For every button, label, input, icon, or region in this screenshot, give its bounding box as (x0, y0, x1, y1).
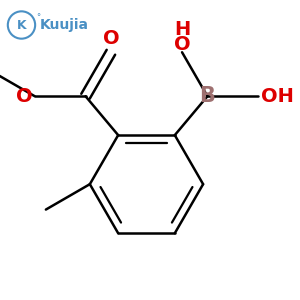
Text: OH: OH (261, 87, 294, 106)
Text: O: O (16, 87, 33, 106)
Text: K: K (17, 19, 26, 32)
Text: O: O (174, 35, 190, 54)
Text: B: B (200, 86, 215, 106)
Text: °: ° (36, 13, 40, 22)
Text: Kuujia: Kuujia (40, 18, 89, 32)
Text: O: O (103, 29, 119, 48)
Text: H: H (174, 20, 190, 39)
